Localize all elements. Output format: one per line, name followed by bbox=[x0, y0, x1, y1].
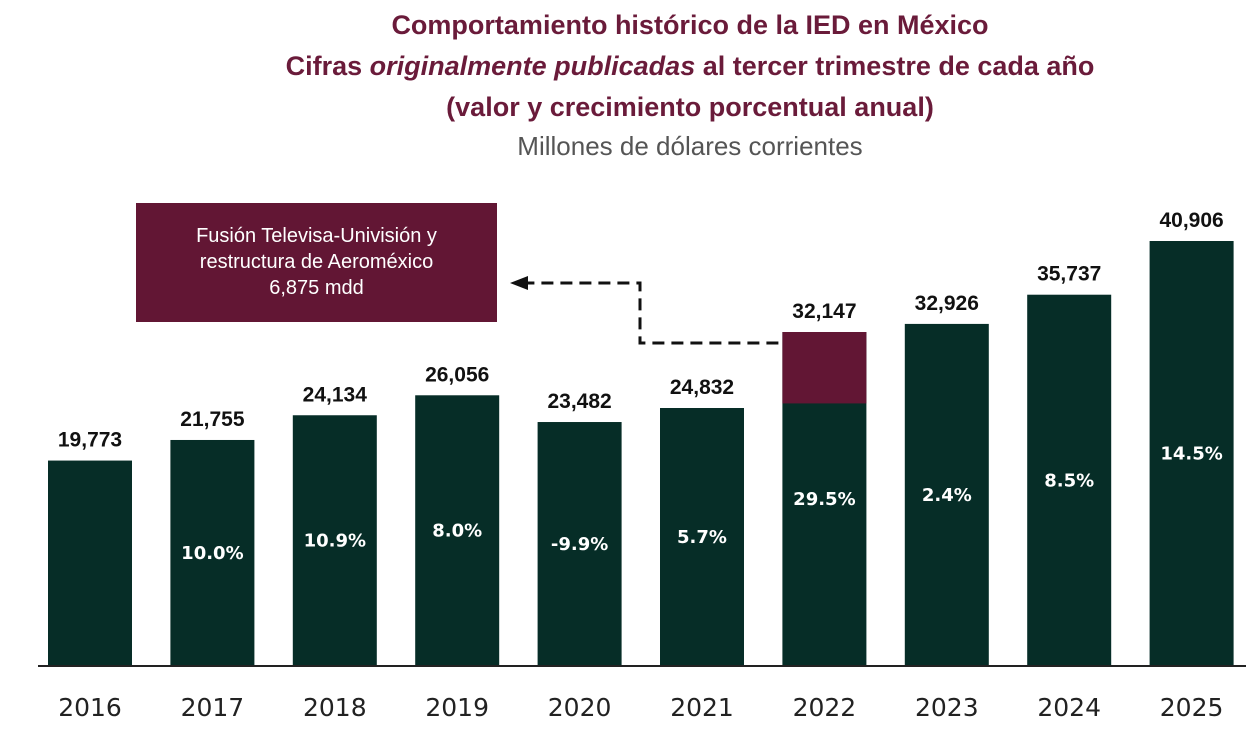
title-post: al tercer trimestre de cada año bbox=[695, 51, 1095, 81]
annotation-line: 6,875 mdd bbox=[269, 277, 364, 299]
growth-label-2023: 2.4% bbox=[922, 485, 972, 506]
annotation-box: Fusión Televisa-Univisión y restructura … bbox=[136, 203, 497, 322]
growth-label-2020: -9.9% bbox=[551, 534, 608, 555]
x-tick-label-2020: 2020 bbox=[548, 693, 612, 722]
x-tick-label-2021: 2021 bbox=[670, 693, 734, 722]
growth-label-2021: 5.7% bbox=[677, 527, 727, 548]
growth-label-2025: 14.5% bbox=[1160, 444, 1222, 465]
value-label-2025: 40,906 bbox=[1159, 209, 1223, 232]
value-label-2022: 32,147 bbox=[792, 300, 856, 323]
highlight-segment-2022 bbox=[782, 332, 867, 404]
bar-2023 bbox=[904, 323, 989, 666]
annotation-connector bbox=[526, 281, 779, 345]
bar-2019 bbox=[415, 395, 500, 666]
chart-title-line3: (valor y crecimiento porcentual anual) bbox=[446, 92, 934, 122]
x-tick-label-2025: 2025 bbox=[1160, 693, 1224, 722]
x-tick-label-2022: 2022 bbox=[793, 693, 857, 722]
growth-label-2017: 10.0% bbox=[181, 543, 243, 564]
chart-title-line2: Cifras originalmente publicadas al terce… bbox=[60, 50, 1254, 82]
x-tick-label-2024: 2024 bbox=[1037, 693, 1101, 722]
value-label-2016: 19,773 bbox=[58, 429, 122, 452]
x-tick-label-2019: 2019 bbox=[425, 693, 489, 722]
value-label-2024: 35,737 bbox=[1037, 263, 1101, 286]
bar-2018 bbox=[292, 415, 377, 666]
arrow-head-icon bbox=[510, 276, 528, 290]
growth-label-2022: 29.5% bbox=[793, 489, 855, 510]
value-label-2020: 23,482 bbox=[547, 390, 611, 413]
bar-2025 bbox=[1149, 241, 1234, 666]
bar-2016 bbox=[48, 460, 132, 666]
chart-subtitle: Millones de dólares corrientes bbox=[517, 131, 863, 161]
annotation-line: Fusión Televisa-Univisión y bbox=[196, 225, 437, 247]
value-label-2019: 26,056 bbox=[425, 363, 489, 386]
title-italic: originalmente publicadas bbox=[369, 51, 696, 81]
value-label-2017: 21,755 bbox=[180, 408, 245, 431]
value-label-2023: 32,926 bbox=[915, 292, 979, 315]
x-tick-label-2016: 2016 bbox=[58, 693, 122, 722]
bar-2017 bbox=[170, 439, 255, 666]
x-tick-label-2023: 2023 bbox=[915, 693, 979, 722]
x-tick-label-2018: 2018 bbox=[303, 693, 367, 722]
value-label-2021: 24,832 bbox=[670, 376, 734, 399]
chart-title: Comportamiento histórico de la IED en Mé… bbox=[391, 10, 989, 40]
annotation-line: restructura de Aeroméxico bbox=[199, 251, 434, 273]
bar-2024 bbox=[1027, 294, 1112, 666]
bar-2020 bbox=[537, 422, 622, 666]
growth-label-2019: 8.0% bbox=[432, 521, 482, 542]
growth-label-2018: 10.9% bbox=[304, 531, 366, 552]
growth-label-2024: 8.5% bbox=[1044, 470, 1094, 491]
title-pre: Cifras bbox=[285, 51, 370, 81]
x-tick-label-2017: 2017 bbox=[181, 693, 245, 722]
bar-2021 bbox=[660, 408, 744, 666]
value-label-2018: 24,134 bbox=[303, 383, 368, 406]
